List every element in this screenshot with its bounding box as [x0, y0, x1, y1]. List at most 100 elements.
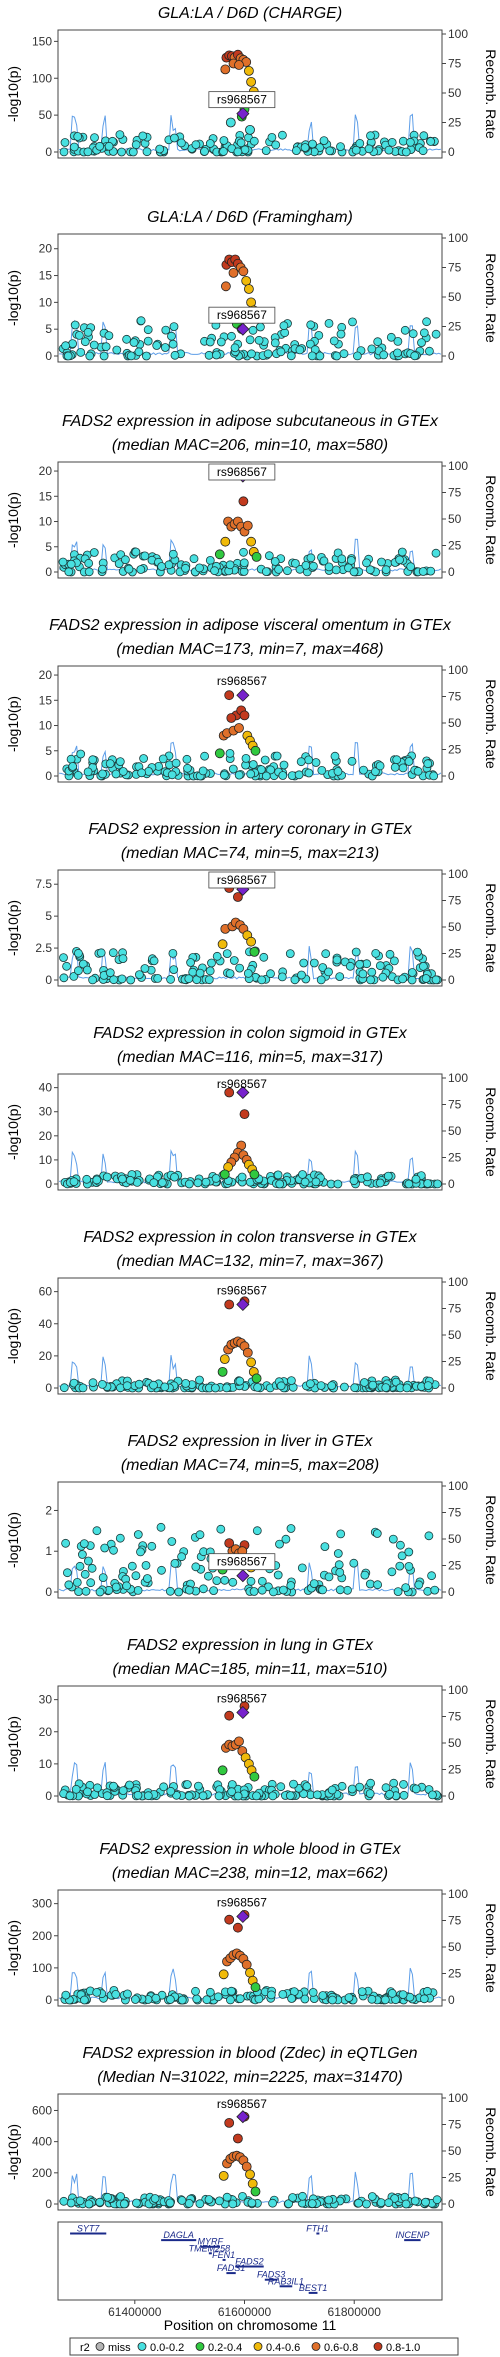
snp-point: [329, 336, 339, 346]
snp-point: [312, 1790, 322, 1800]
gene-label: FADS1: [217, 2263, 245, 2273]
snp-point: [406, 562, 416, 572]
snp-point: [343, 1585, 352, 1595]
snp-point: [285, 1791, 295, 1800]
y-tick-label: 0: [45, 1789, 52, 1803]
snp-point: [92, 1175, 102, 1185]
recomb-axis-label: Recomb. Rate: [483, 1495, 499, 1585]
gene-label: FEN1: [212, 2250, 235, 2260]
snp-point: [261, 771, 271, 781]
snp-point: [62, 961, 71, 971]
snp-point-peak: [250, 2186, 261, 2197]
snp-point: [424, 1531, 434, 1541]
snp-point: [417, 338, 426, 348]
snp-point: [272, 751, 282, 761]
snp-point: [119, 2199, 129, 2209]
recomb-tick-label: 100: [448, 663, 468, 677]
snp-point: [381, 1783, 391, 1793]
snp-point: [347, 756, 357, 766]
snp-point: [306, 553, 316, 563]
snp-point: [286, 1524, 296, 1533]
snp-point: [78, 1550, 87, 1559]
snp-point: [427, 1571, 437, 1581]
snp-point: [270, 557, 280, 566]
snp-point: [395, 555, 405, 565]
snp-point: [133, 1530, 143, 1539]
snp-point: [264, 551, 274, 561]
lead-snp-label: rs968567: [217, 1555, 267, 1569]
panel-5: FADS2 expression in artery coronary in G…: [5, 821, 499, 987]
gene-label: DAGLA: [163, 2230, 194, 2240]
snp-point: [96, 948, 106, 958]
snp-point: [74, 948, 83, 958]
snp-point: [284, 2199, 294, 2209]
snp-point: [177, 1995, 187, 2005]
snp-point: [393, 348, 402, 358]
snp-point: [339, 349, 349, 359]
snp-point: [399, 1780, 408, 1789]
snp-point: [404, 1562, 414, 1571]
lead-snp-label: rs968567: [217, 1283, 267, 1297]
snp-point: [349, 567, 359, 577]
snp-point: [108, 948, 118, 958]
snp-point: [402, 1383, 412, 1393]
snp-point: [233, 147, 243, 157]
snp-point: [309, 958, 319, 968]
panel-10: FADS2 expression in whole blood in GTEx (…: [5, 1841, 499, 2007]
snp-point: [88, 755, 98, 765]
snp-point: [423, 1179, 433, 1188]
snp-point: [270, 338, 280, 348]
snp-point-peak: [218, 2170, 229, 2181]
panel-7: FADS2 expression in colon transverse in …: [5, 1229, 499, 1395]
snp-point: [83, 1787, 92, 1797]
snp-point: [210, 1383, 220, 1393]
snp-point: [357, 1987, 367, 1996]
snp-point: [198, 766, 208, 776]
y-tick-label: 0: [45, 1993, 52, 2007]
y-tick-label: 10: [39, 515, 53, 529]
recomb-tick-label: 25: [448, 1355, 462, 1369]
snp-point: [118, 1786, 128, 1795]
recomb-tick-label: 100: [448, 27, 468, 41]
snp-point: [182, 754, 192, 764]
recomb-axis-label: Recomb. Rate: [483, 1903, 499, 1993]
snp-point: [300, 143, 310, 152]
snp-point-peak: [249, 1169, 260, 1180]
recomb-tick-label: 50: [448, 1328, 462, 1342]
recomb-tick-label: 100: [448, 1683, 468, 1697]
y-tick-label: 300: [32, 1897, 52, 1911]
recomb-tick-label: 50: [448, 512, 462, 526]
snp-point: [279, 760, 289, 770]
snp-point: [349, 1176, 359, 1186]
snp-point: [373, 337, 383, 347]
snp-point: [254, 1994, 264, 2004]
recomb-tick-label: 50: [448, 86, 462, 100]
snp-point: [246, 1576, 256, 1586]
snp-point: [200, 146, 209, 156]
snp-point: [277, 972, 287, 982]
snp-point: [105, 968, 115, 978]
panel-title: GLA:LA / D6D (CHARGE): [158, 5, 342, 22]
snp-point: [149, 1178, 159, 1188]
snp-point: [207, 958, 216, 968]
snp-point: [387, 1989, 397, 1998]
snp-point: [401, 147, 411, 157]
snp-point: [118, 954, 128, 963]
snp-point: [128, 147, 138, 157]
snp-point: [205, 1987, 215, 1997]
snp-point: [204, 975, 214, 985]
snp-point: [122, 1581, 131, 1591]
y-tick-label: 200: [32, 2166, 52, 2180]
snp-point: [102, 1172, 112, 1182]
legend-label: 0.2-0.4: [208, 2342, 242, 2354]
snp-point: [246, 769, 256, 779]
snp-point: [426, 566, 436, 576]
snp-point-peak: [239, 710, 250, 721]
snp-point: [337, 554, 347, 564]
legend-swatch: [95, 2342, 105, 2351]
y-tick-label: 2: [45, 1503, 52, 1517]
recomb-tick-label: 25: [448, 539, 462, 553]
snp-point: [365, 565, 375, 575]
snp-point: [405, 137, 415, 147]
snp-point: [362, 2199, 371, 2209]
